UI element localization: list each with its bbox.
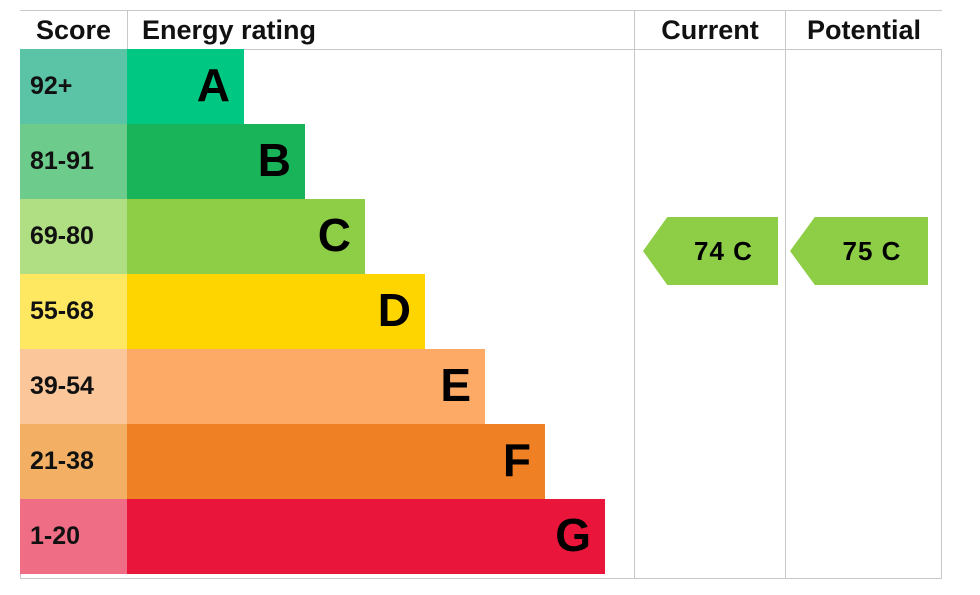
epc-rating-chart: Score Energy rating Current Potential 92… xyxy=(20,10,942,579)
potential-rating-arrow: 75 C xyxy=(790,217,928,285)
band-letter-g: G xyxy=(555,509,591,561)
rating-row-c: 69-80 C xyxy=(20,199,634,274)
header-score: Score xyxy=(35,15,112,45)
band-bar-f: F xyxy=(127,424,545,499)
chart-body: 92+ A 81-91 B 69-80 C 55-68 D 39-54 E 21-38 F 1-20 G … xyxy=(20,49,942,579)
rating-row-f: 21-38 F xyxy=(20,424,634,499)
rating-row-a: 92+ A xyxy=(20,49,634,124)
current-rating-label: 74 C xyxy=(694,236,753,266)
score-cell-f: 21-38 xyxy=(20,424,127,499)
rating-row-e: 39-54 E xyxy=(20,349,634,424)
band-letter-d: D xyxy=(377,284,411,336)
current-rating-arrow: 74 C xyxy=(643,217,778,285)
score-cell-e: 39-54 xyxy=(20,349,127,424)
band-bar-g: G xyxy=(127,499,605,574)
grid-line-right xyxy=(941,49,942,578)
header-energy-rating: Energy rating xyxy=(127,11,634,49)
score-cell-c: 69-80 xyxy=(20,199,127,274)
band-bar-c: C xyxy=(127,199,365,274)
grid-line-current xyxy=(634,49,635,578)
rating-row-b: 81-91 B xyxy=(20,124,634,199)
header-divider xyxy=(20,49,942,50)
band-letter-f: F xyxy=(502,434,531,486)
rating-band-list: 92+ A 81-91 B 69-80 C 55-68 D 39-54 E 21-38 F 1-20 G xyxy=(20,49,634,578)
header-current: Current xyxy=(634,11,785,49)
score-cell-d: 55-68 xyxy=(20,274,127,349)
rating-row-d: 55-68 D xyxy=(20,274,634,349)
header-potential: Potential xyxy=(785,11,942,49)
band-bar-d: D xyxy=(127,274,425,349)
grid-line-bottom xyxy=(20,578,942,579)
score-cell-g: 1-20 xyxy=(20,499,127,574)
potential-rating-label: 75 C xyxy=(842,236,902,266)
rating-row-g: 1-20 G xyxy=(20,499,634,574)
band-bar-b: B xyxy=(127,124,305,199)
band-letter-e: E xyxy=(440,359,471,411)
band-bar-a: A xyxy=(127,49,244,124)
band-bar-e: E xyxy=(127,349,485,424)
band-letter-b: B xyxy=(257,134,291,186)
score-cell-b: 81-91 xyxy=(20,124,127,199)
table-header-row: Score Energy rating Current Potential xyxy=(20,10,942,50)
grid-line-potential xyxy=(785,49,786,578)
band-letter-c: C xyxy=(317,209,351,261)
band-letter-a: A xyxy=(196,59,230,111)
score-cell-a: 92+ xyxy=(20,49,127,124)
